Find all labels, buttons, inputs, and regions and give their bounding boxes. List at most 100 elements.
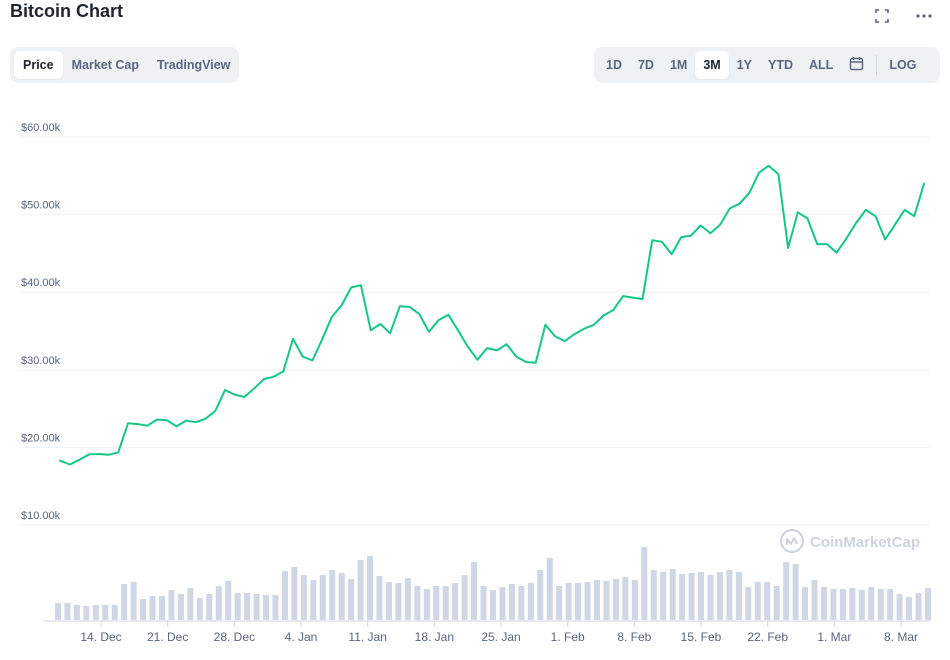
range-1d[interactable]: 1D (606, 58, 622, 72)
volume-bar (556, 586, 563, 620)
volume-bar (820, 587, 827, 620)
y-tick-label: $30.00k (21, 355, 61, 367)
volume-bar (329, 570, 336, 620)
volume-bar (338, 573, 345, 620)
x-tick-label: 8. Mar (884, 630, 918, 644)
y-tick-label: $10.00k (21, 510, 61, 522)
volume-bar (177, 594, 184, 620)
volume-bar (64, 603, 71, 620)
volume-bar (73, 605, 80, 620)
watermark-label: CoinMarketCap (810, 534, 920, 551)
price-line (59, 164, 925, 466)
volume-bar (272, 595, 279, 620)
volume-bar (404, 578, 411, 620)
volume-bar (121, 584, 128, 620)
x-tick-label: 1. Mar (817, 630, 851, 644)
volume-bar (858, 590, 865, 620)
volume-bar (915, 593, 922, 620)
volume-bar (357, 560, 364, 620)
volume-bar (480, 586, 487, 620)
y-axis: $10.00k $20.00k $30.00k $40.00k $50.00k $60.0… (21, 122, 61, 522)
range-1y[interactable]: 1Y (736, 58, 753, 72)
volume-bar (546, 558, 553, 620)
volume-bar (55, 603, 61, 620)
volume-bar (754, 582, 761, 620)
volume-bar (168, 590, 175, 620)
volume-bar (783, 562, 790, 620)
x-tick-label: 1. Feb (551, 630, 585, 644)
coinmarketcap-logo-icon (779, 528, 805, 554)
x-tick-label: 8. Feb (617, 630, 651, 644)
volume-bar (348, 579, 355, 620)
volume-bar (688, 573, 695, 620)
volume-bar (575, 583, 582, 620)
volume-bar (281, 571, 288, 620)
volume-bar (300, 575, 307, 620)
page-title: Bitcoin Chart (10, 1, 124, 21)
volume-bar (849, 588, 856, 620)
volume-bar (291, 567, 298, 620)
range-1m[interactable]: 1M (669, 58, 688, 72)
volume-bar (490, 590, 496, 620)
volume-bar (631, 580, 638, 620)
volume-bar (518, 586, 525, 620)
watermark: CoinMarketCap (779, 528, 920, 554)
volume-bar (140, 599, 147, 620)
x-tick-label: 14. Dec (80, 630, 121, 644)
x-tick-label: 25. Jan (481, 630, 520, 644)
volume-bar (707, 575, 714, 620)
volume-bar (452, 583, 459, 620)
volume-bar (868, 587, 875, 620)
volume-bar (253, 594, 260, 620)
volume-bar (461, 575, 468, 620)
price-line-layer (59, 164, 925, 466)
volume-bar (196, 598, 203, 620)
volume-bar (669, 569, 676, 620)
volume-bar (887, 589, 894, 620)
volume-bar (679, 574, 686, 620)
x-tick-label: 18. Jan (415, 630, 454, 644)
range-ytd[interactable]: YTD (768, 58, 794, 72)
volume-bar (698, 572, 705, 620)
volume-bar (423, 589, 430, 620)
volume-bar (650, 570, 657, 620)
tab-price[interactable]: Price (14, 51, 63, 79)
volume-bar (622, 577, 629, 620)
volume-bar (603, 581, 610, 620)
volume-bar (234, 593, 241, 620)
volume-bar (92, 605, 99, 620)
volume-bar (802, 587, 809, 620)
chart-view-switcher: Price Market Cap TradingView (10, 47, 239, 83)
volume-bar (925, 588, 931, 620)
range-3m[interactable]: 3M (695, 51, 729, 79)
volume-bar (811, 580, 818, 620)
volume-bar (102, 605, 109, 620)
volume-bar (367, 556, 374, 620)
volume-bar (716, 572, 723, 620)
volume-bar (130, 582, 137, 620)
volume-bar (641, 547, 648, 620)
tab-market-cap[interactable]: Market Cap (71, 58, 139, 72)
volume-bar (83, 606, 90, 620)
volume-bar (111, 605, 118, 620)
volume-bar (612, 579, 619, 620)
y-tick-label: $40.00k (21, 277, 61, 289)
volume-bar (527, 583, 534, 620)
range-all[interactable]: ALL (809, 58, 834, 72)
volume-bar (187, 588, 194, 620)
range-7d[interactable]: 7D (637, 58, 654, 72)
tab-tradingview[interactable]: TradingView (156, 58, 231, 72)
calendar-button[interactable] (841, 51, 872, 79)
range-divider (876, 55, 878, 75)
calendar-icon (849, 56, 864, 74)
volume-bar (149, 596, 156, 620)
log-scale-toggle[interactable]: LOG (889, 58, 917, 72)
y-tick-label: $20.00k (21, 432, 61, 444)
volume-bar (896, 594, 903, 620)
volume-bar (594, 580, 601, 620)
volume-bar (773, 586, 780, 620)
more-horizontal-icon[interactable] (914, 6, 934, 26)
expand-icon[interactable] (872, 6, 892, 26)
x-tick-label: 28. Dec (214, 630, 255, 644)
